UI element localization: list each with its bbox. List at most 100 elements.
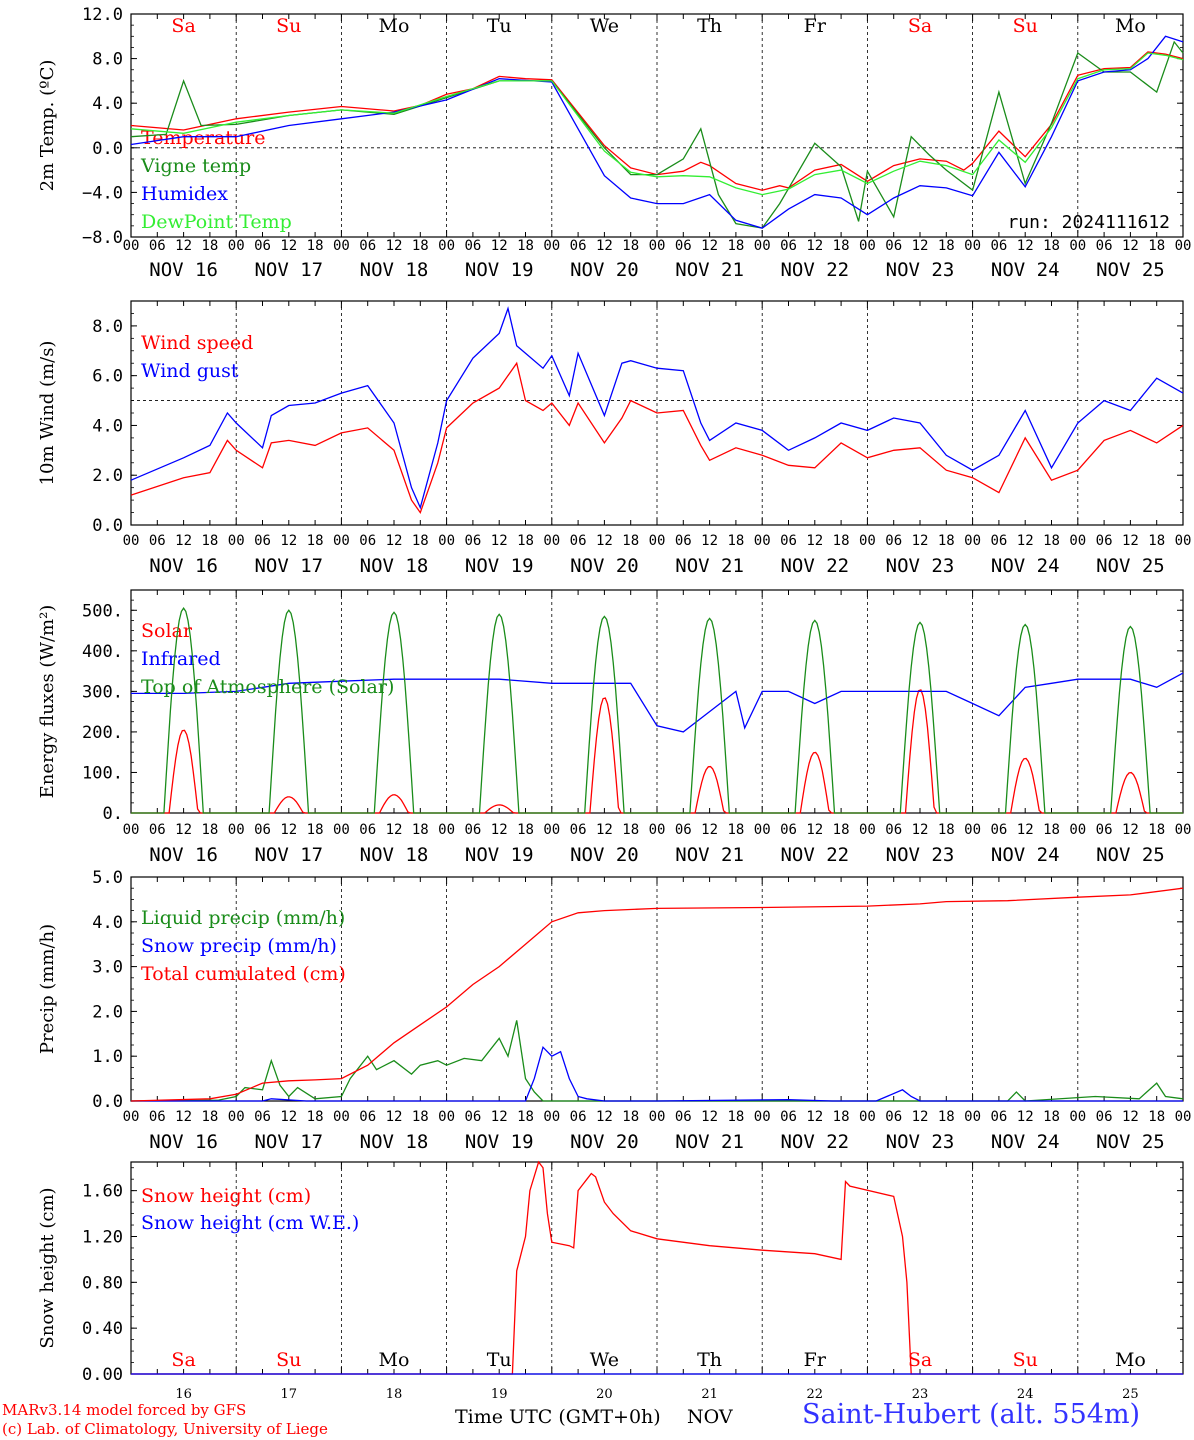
hour-tick-label: 12 (701, 822, 718, 838)
hour-tick-label: 06 (254, 1109, 271, 1125)
hour-tick-label: 12 (701, 1109, 718, 1125)
y-tick-label: 1.0 (92, 1047, 123, 1067)
hour-tick-label: 12 (806, 533, 823, 549)
date-label: NOV 17 (254, 555, 323, 577)
hour-tick-label: 06 (464, 533, 481, 549)
hour-tick-label: 00 (123, 238, 140, 254)
hour-tick-label: 06 (254, 238, 271, 254)
weekday-label: Sa (171, 15, 195, 37)
hour-tick-label: 00 (1175, 1109, 1192, 1125)
hour-tick-label: 12 (1122, 1109, 1139, 1125)
hour-tick-label: 06 (990, 1109, 1007, 1125)
date-label: NOV 23 (886, 555, 955, 577)
legend-entry: Total cumulated (cm) (141, 963, 346, 985)
hour-tick-label: 18 (412, 238, 429, 254)
day-number-label: 18 (386, 1387, 403, 1402)
legend-entry: DewPoint Temp (141, 211, 292, 233)
hour-tick-label: 00 (543, 533, 560, 549)
hour-tick-label: 12 (912, 533, 929, 549)
date-label: NOV 22 (780, 844, 849, 866)
hour-tick-label: 12 (912, 822, 929, 838)
panel-precip: 0.0 1.0 2.0 3.0 4.0 5.0 Precip (mm/h) Liquid pr… (37, 868, 1191, 1153)
date-label: NOV 19 (465, 844, 534, 866)
hour-tick-label: 18 (517, 238, 534, 254)
date-label: NOV 16 (149, 1131, 218, 1153)
date-label: NOV 20 (570, 844, 639, 866)
hour-tick-label: 18 (201, 822, 218, 838)
hour-tick-label: 00 (228, 533, 245, 549)
y-tick-label: 2.0 (92, 1002, 123, 1022)
y-tick-label: −8.0 (82, 228, 123, 248)
y-tick-label: 4.0 (92, 94, 123, 114)
hour-tick-label: 18 (833, 533, 850, 549)
hour-tick-label: 06 (885, 238, 902, 254)
series-line-humidex (130, 35, 1184, 229)
legend-entry: Wind gust (141, 360, 239, 382)
date-label: NOV 16 (149, 844, 218, 866)
series-line-snow-height-cm- (131, 1160, 1183, 1375)
panel-wind: 0.0 2.0 4.0 6.0 8.0 10m Wind (m/s) Wind speed W… (37, 300, 1191, 577)
date-label: NOV 22 (780, 555, 849, 577)
hour-tick-label: 00 (228, 1109, 245, 1125)
hour-tick-label: 06 (675, 238, 692, 254)
date-label: NOV 21 (675, 259, 744, 281)
legend-entry: Infrared (141, 648, 221, 670)
legend-entry: Wind speed (141, 332, 253, 354)
hour-tick-label: 06 (675, 533, 692, 549)
hour-tick-label: 18 (412, 822, 429, 838)
hour-tick-label: 06 (254, 822, 271, 838)
series-line-infrared (131, 672, 1184, 733)
hour-tick-label: 18 (307, 822, 324, 838)
hour-tick-label: 12 (175, 822, 192, 838)
y-tick-label: 4.0 (92, 913, 123, 933)
weekday-label: Tu (487, 15, 512, 37)
hour-tick-label: 00 (438, 238, 455, 254)
hour-tick-label: 12 (1017, 1109, 1034, 1125)
series-line-total-cumulated-cm- (130, 887, 1184, 1102)
hour-tick-label: 18 (622, 1109, 639, 1125)
hour-tick-label: 06 (675, 1109, 692, 1125)
hour-tick-label: 00 (859, 1109, 876, 1125)
hour-tick-label: 18 (727, 1109, 744, 1125)
date-label: NOV 19 (465, 555, 534, 577)
hour-tick-label: 00 (754, 822, 771, 838)
weekday-label: Tu (487, 1349, 512, 1371)
hour-tick-label: 00 (228, 238, 245, 254)
hour-tick-label: 18 (938, 822, 955, 838)
hour-tick-label: 12 (491, 822, 508, 838)
weekday-label: Su (1013, 15, 1038, 37)
hour-tick-label: 18 (1148, 1109, 1165, 1125)
hour-tick-label: 00 (964, 822, 981, 838)
hour-tick-label: 06 (675, 822, 692, 838)
hour-tick-label: 18 (1148, 238, 1165, 254)
panel-energy: 0. 100. 200. 300. 400. 500. Energy fluxes (W/m… (37, 589, 1191, 866)
day-number-label: 24 (1017, 1387, 1034, 1402)
series-line-dewpoint-temp (130, 52, 1184, 196)
hour-tick-label: 06 (149, 1109, 166, 1125)
hour-tick-label: 06 (990, 238, 1007, 254)
weekday-label: Sa (171, 1349, 195, 1371)
hour-tick-label: 18 (622, 533, 639, 549)
hour-tick-label: 06 (464, 1109, 481, 1125)
hour-tick-label: 12 (386, 238, 403, 254)
hour-tick-label: 06 (570, 1109, 587, 1125)
hour-tick-label: 00 (438, 1109, 455, 1125)
date-label: NOV 21 (675, 844, 744, 866)
hour-tick-label: 18 (1043, 822, 1060, 838)
hour-tick-label: 06 (149, 822, 166, 838)
hour-tick-label: 12 (806, 822, 823, 838)
hour-tick-label: 18 (622, 238, 639, 254)
legend-entry: Liquid precip (mm/h) (141, 907, 345, 929)
hour-tick-label: 12 (491, 1109, 508, 1125)
y-tick-label: −4.0 (82, 183, 123, 203)
y-tick-label: 1.20 (82, 1227, 123, 1247)
hour-tick-label: 06 (359, 1109, 376, 1125)
hour-tick-label: 00 (333, 533, 350, 549)
hour-tick-label: 00 (1175, 238, 1192, 254)
weekday-label: We (590, 15, 619, 37)
hour-tick-label: 18 (307, 533, 324, 549)
hour-tick-label: 00 (754, 533, 771, 549)
y-tick-label: 1.60 (82, 1182, 123, 1202)
hour-tick-label: 18 (727, 822, 744, 838)
legend-entry: Humidex (141, 183, 228, 205)
